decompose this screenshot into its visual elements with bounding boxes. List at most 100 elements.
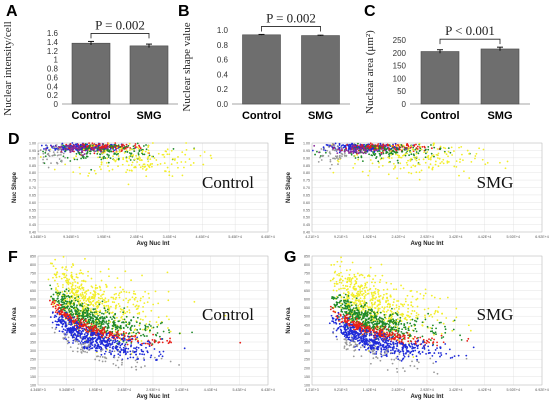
data-point xyxy=(392,168,395,170)
data-point xyxy=(419,147,422,150)
data-point xyxy=(439,297,441,300)
data-point xyxy=(67,319,70,322)
data-point xyxy=(387,299,389,302)
x-tick-label: 2.43E+4 xyxy=(118,388,132,392)
data-point xyxy=(357,316,360,319)
data-point xyxy=(416,145,419,148)
data-point xyxy=(460,145,463,148)
data-point xyxy=(386,143,389,146)
data-point xyxy=(76,335,79,337)
data-point xyxy=(133,150,136,153)
data-point xyxy=(60,310,63,313)
data-point xyxy=(129,328,132,330)
data-point xyxy=(412,164,415,167)
data-point xyxy=(169,360,172,363)
data-point xyxy=(386,305,389,308)
data-point xyxy=(127,299,130,302)
data-point xyxy=(342,144,345,146)
data-point xyxy=(394,166,396,169)
data-point xyxy=(106,341,109,344)
data-point xyxy=(422,294,425,297)
data-point xyxy=(422,158,425,161)
data-point xyxy=(354,162,356,165)
y-tick-label: 0.55 xyxy=(303,208,310,212)
data-point xyxy=(377,160,380,163)
x-tick-label: 4.43E+4 xyxy=(204,388,218,392)
data-point xyxy=(121,143,124,146)
data-point xyxy=(97,301,100,304)
data-point xyxy=(77,296,80,298)
data-point xyxy=(399,313,402,316)
data-point xyxy=(370,293,373,295)
data-point xyxy=(427,158,430,161)
data-point xyxy=(63,307,65,310)
data-point xyxy=(118,341,121,344)
data-point xyxy=(95,341,98,344)
data-point xyxy=(69,160,72,162)
data-point xyxy=(73,332,76,335)
data-point xyxy=(107,142,110,145)
data-point xyxy=(327,145,330,148)
y-tick-label: 500 xyxy=(30,315,36,319)
data-point xyxy=(61,290,64,293)
data-point xyxy=(91,286,94,289)
data-point xyxy=(132,145,135,148)
data-point xyxy=(403,326,405,329)
data-point xyxy=(129,147,132,149)
y-tick-label: 0.95 xyxy=(29,149,36,153)
data-point xyxy=(506,160,509,163)
data-point xyxy=(334,304,336,307)
data-point xyxy=(402,287,405,290)
data-point xyxy=(63,148,66,150)
data-point xyxy=(66,277,68,280)
x-tick-label: 2.93E+4 xyxy=(146,388,160,392)
data-point xyxy=(329,152,332,155)
data-point xyxy=(76,293,78,296)
data-point xyxy=(76,340,79,343)
data-point xyxy=(362,306,365,309)
data-point xyxy=(435,327,437,330)
data-point xyxy=(191,331,193,334)
data-point xyxy=(77,149,80,152)
data-point xyxy=(86,329,89,331)
data-point xyxy=(361,160,364,163)
data-point xyxy=(87,333,89,336)
data-point xyxy=(339,265,342,268)
data-point xyxy=(75,306,78,309)
data-point xyxy=(444,325,446,328)
data-point xyxy=(434,160,437,163)
data-point xyxy=(107,319,110,322)
data-point xyxy=(374,147,377,150)
data-point xyxy=(81,279,83,282)
data-point xyxy=(432,154,435,157)
data-point xyxy=(117,155,120,157)
data-point xyxy=(119,329,121,331)
data-point xyxy=(155,321,158,324)
data-point xyxy=(74,334,77,337)
x-tick-label: 2.92E+4 xyxy=(420,235,434,239)
data-point xyxy=(109,321,112,323)
data-point xyxy=(336,296,339,299)
data-point xyxy=(138,158,140,160)
data-point xyxy=(95,339,98,342)
data-point xyxy=(136,146,139,149)
x-tick-label: 4.42E+4 xyxy=(478,235,492,239)
data-point xyxy=(92,321,95,324)
data-point xyxy=(395,323,397,326)
data-point xyxy=(404,153,407,155)
data-point xyxy=(329,160,332,163)
data-point xyxy=(364,294,367,296)
data-point xyxy=(382,310,385,313)
data-point xyxy=(388,157,391,160)
data-point xyxy=(65,288,68,291)
data-point xyxy=(401,332,404,335)
data-point xyxy=(389,314,392,317)
data-point xyxy=(355,288,357,291)
data-point xyxy=(394,326,397,329)
data-point xyxy=(138,324,141,327)
data-point xyxy=(424,316,427,319)
data-point xyxy=(380,144,383,147)
data-point xyxy=(143,342,145,345)
data-point xyxy=(140,159,143,161)
